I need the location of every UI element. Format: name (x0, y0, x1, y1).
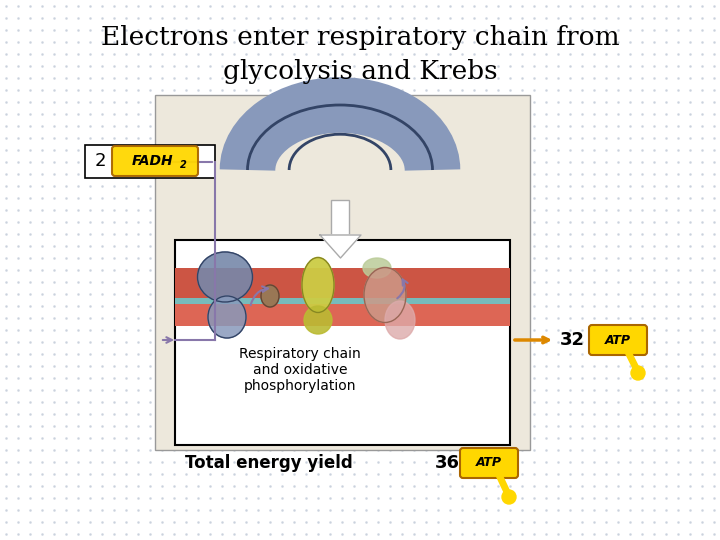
Text: ATP: ATP (476, 456, 502, 469)
Bar (155, 95, 530, 450)
Bar (175, 268, 510, 300)
Text: 32: 32 (560, 331, 585, 349)
Bar (175, 240, 510, 445)
Ellipse shape (363, 258, 391, 278)
Bar (175, 298, 510, 306)
FancyBboxPatch shape (460, 448, 518, 478)
Text: Respiratory chain
and oxidative
phosphorylation: Respiratory chain and oxidative phosphor… (239, 347, 361, 393)
Circle shape (631, 366, 645, 380)
Text: Electrons enter respiratory chain from: Electrons enter respiratory chain from (101, 25, 619, 51)
Bar (331, 200, 349, 235)
Text: 2: 2 (95, 152, 107, 170)
Text: glycolysis and Krebs: glycolysis and Krebs (222, 59, 498, 84)
Polygon shape (320, 235, 361, 258)
Text: FADH: FADH (132, 154, 174, 168)
Text: ATP: ATP (605, 334, 631, 347)
Bar (175, 304, 510, 326)
Text: Total energy yield: Total energy yield (185, 454, 353, 472)
Text: 36: 36 (435, 454, 460, 472)
Ellipse shape (261, 285, 279, 307)
Text: 2: 2 (179, 160, 186, 170)
Bar (85, 145, 215, 178)
Ellipse shape (385, 301, 415, 339)
Ellipse shape (197, 252, 253, 302)
FancyBboxPatch shape (589, 325, 647, 355)
Circle shape (502, 490, 516, 504)
Ellipse shape (304, 306, 332, 334)
Ellipse shape (302, 258, 334, 313)
Ellipse shape (364, 267, 406, 322)
Ellipse shape (208, 296, 246, 338)
FancyBboxPatch shape (112, 146, 198, 176)
